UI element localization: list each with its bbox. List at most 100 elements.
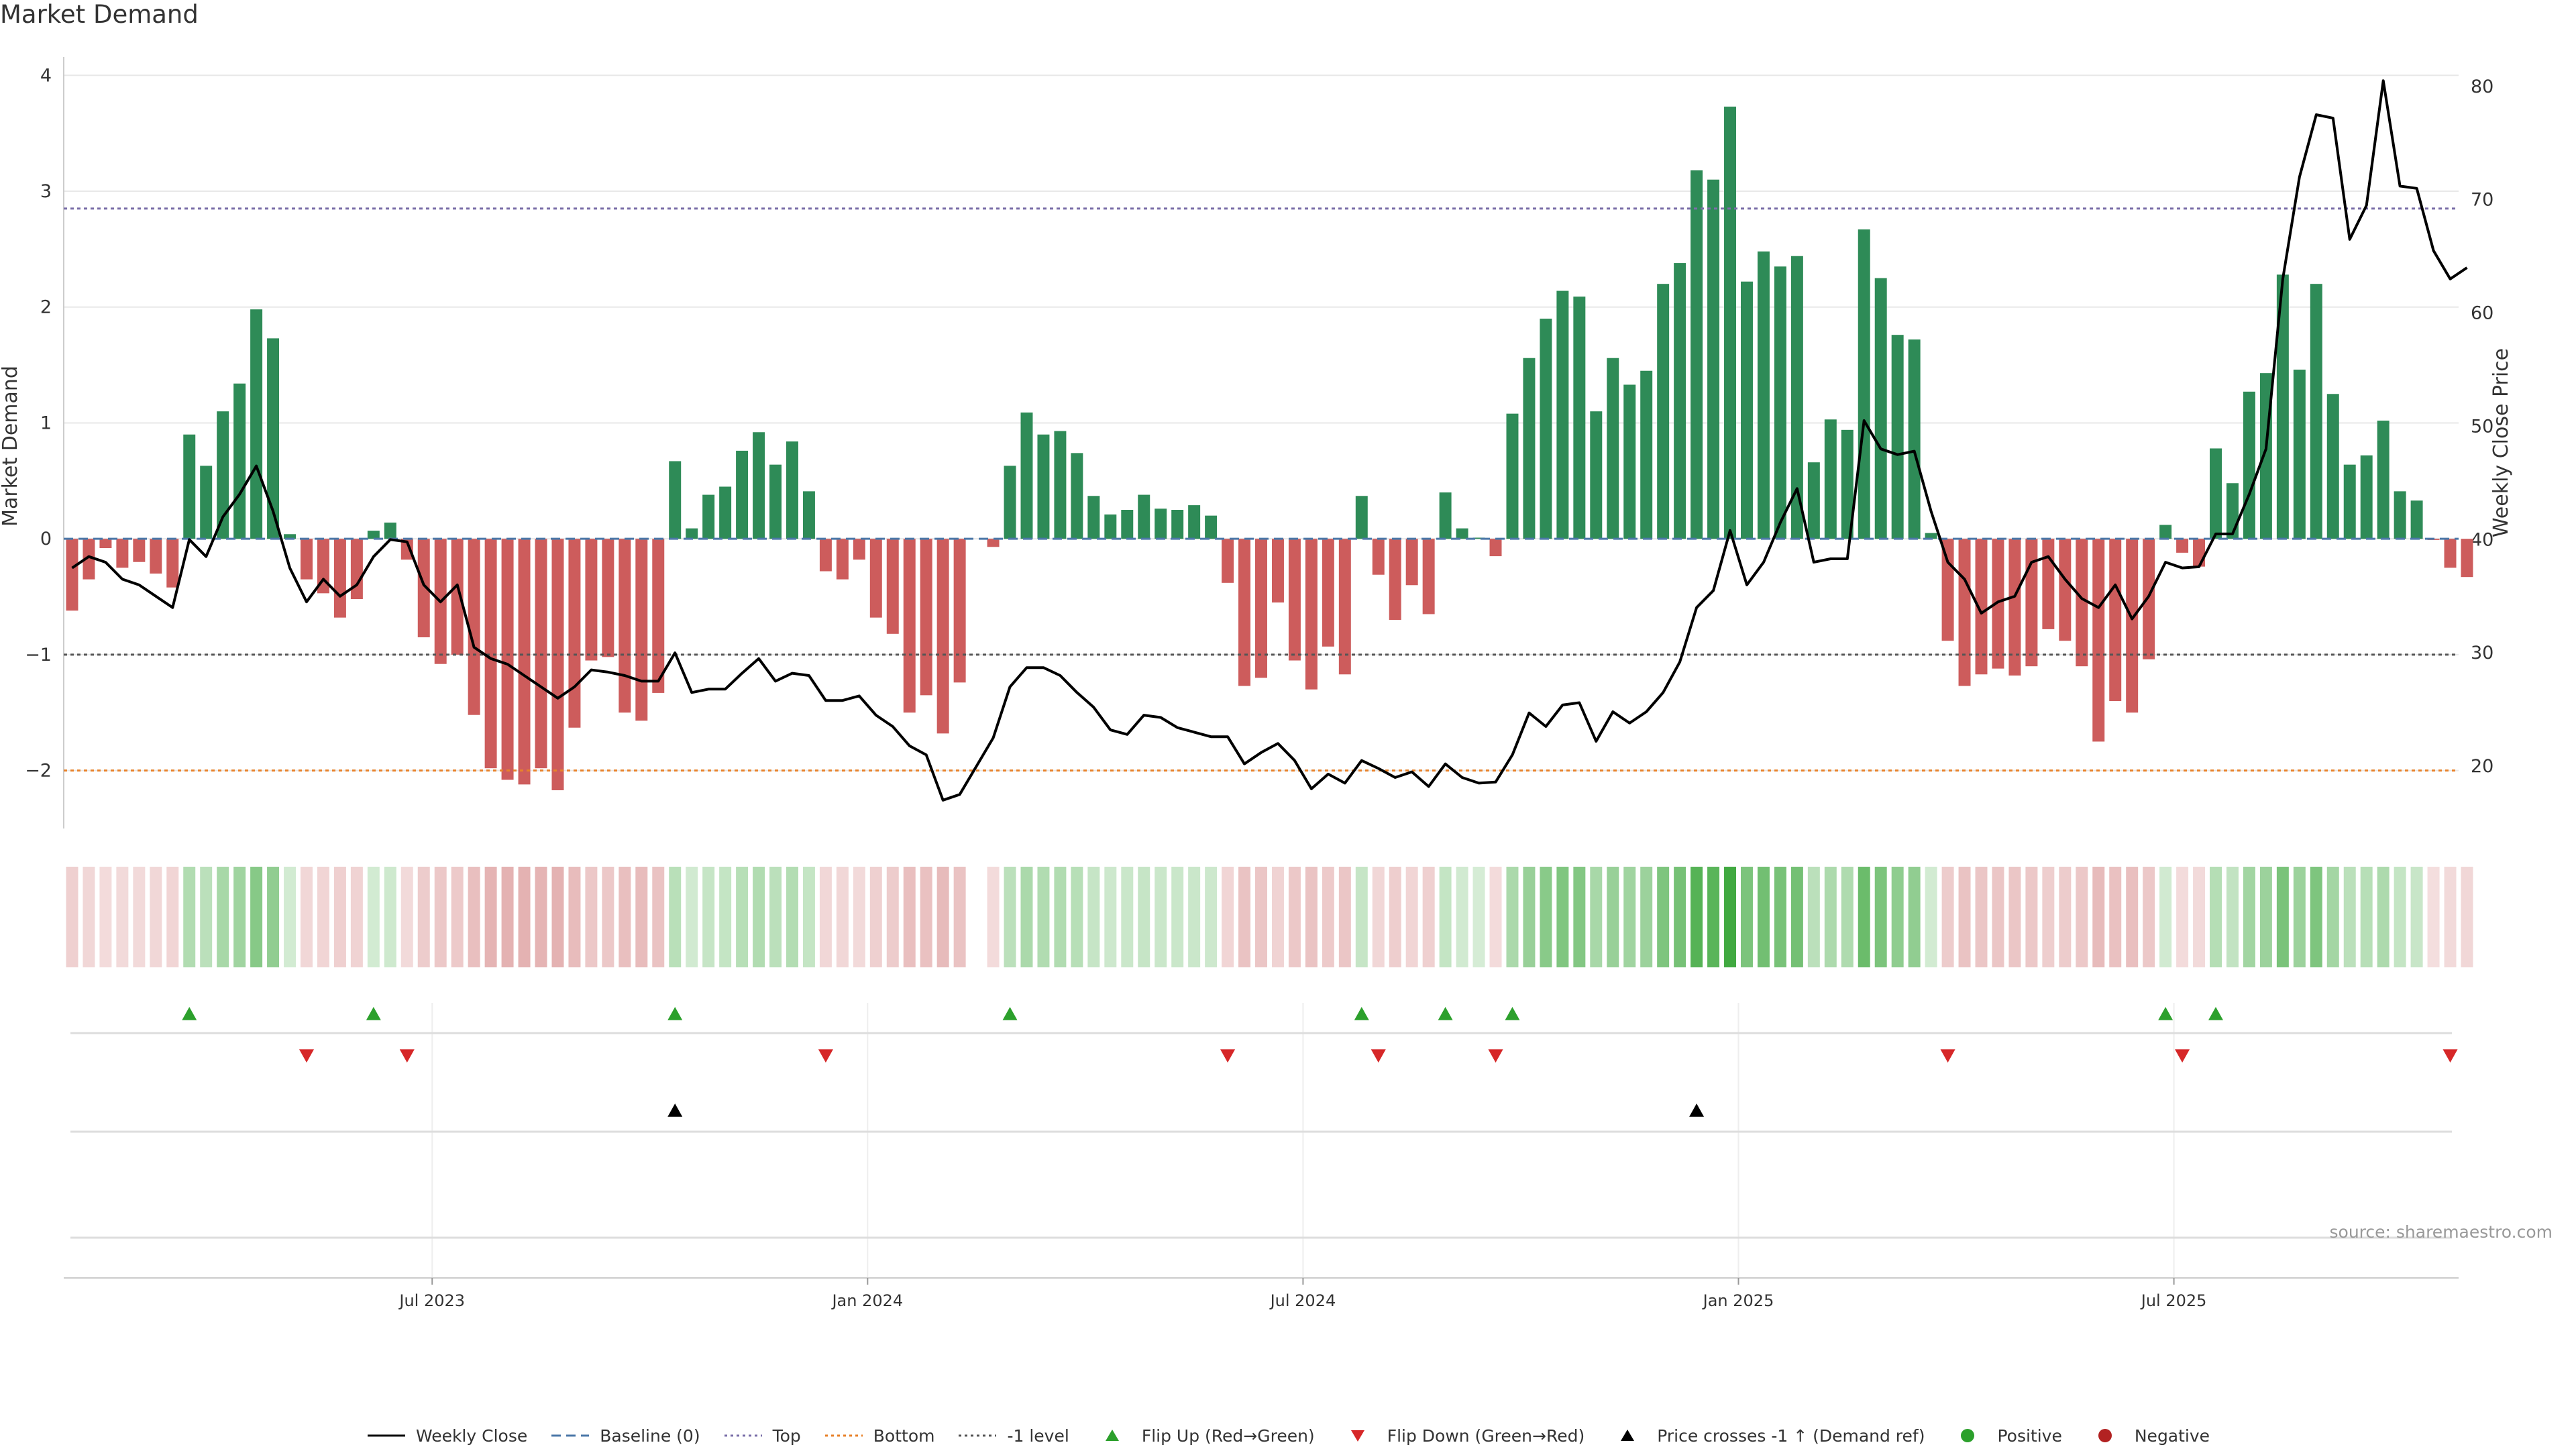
demand-bar bbox=[652, 539, 665, 693]
x-tick-label: Jul 2024 bbox=[1269, 1291, 1336, 1310]
heat-cell bbox=[1087, 867, 1100, 967]
demand-bar bbox=[1958, 539, 1971, 686]
heat-cell bbox=[1104, 867, 1117, 967]
heat-cell bbox=[2259, 867, 2272, 967]
heat-cell bbox=[1389, 867, 1401, 967]
y2-tick-label: 60 bbox=[2471, 303, 2493, 324]
heat-cell bbox=[1338, 867, 1351, 967]
heat-cell bbox=[284, 867, 297, 967]
demand-bar bbox=[83, 539, 95, 580]
heat-cell bbox=[853, 867, 865, 967]
legend-symbol-icon bbox=[723, 1428, 763, 1444]
demand-bar bbox=[886, 539, 899, 634]
legend-symbol-icon bbox=[1947, 1428, 1988, 1444]
demand-bar bbox=[1456, 528, 1468, 539]
demand-bar bbox=[317, 539, 329, 594]
heat-cell bbox=[1891, 867, 1904, 967]
demand-bar bbox=[400, 539, 413, 560]
heat-cell bbox=[2276, 867, 2289, 967]
heat-cell bbox=[83, 867, 95, 967]
heat-cell bbox=[350, 867, 363, 967]
demand-bar bbox=[1891, 335, 1904, 539]
heat-cell bbox=[953, 867, 966, 967]
y2-tick-label: 30 bbox=[2471, 643, 2493, 663]
heat-cell bbox=[1523, 867, 1536, 967]
demand-bar bbox=[2176, 539, 2189, 553]
legend-label: Flip Up (Red→Green) bbox=[1141, 1426, 1315, 1446]
heat-cell bbox=[1305, 867, 1318, 967]
heat-cell bbox=[133, 867, 146, 967]
heat-cell bbox=[2377, 867, 2390, 967]
demand-bar bbox=[836, 539, 849, 580]
weekly-close-line bbox=[71, 79, 2468, 802]
heat-cell bbox=[1439, 867, 1452, 967]
heat-cell bbox=[869, 867, 882, 967]
demand-bar bbox=[1657, 284, 1670, 539]
heat-cell bbox=[669, 867, 682, 967]
heat-cell bbox=[886, 867, 899, 967]
demand-bar bbox=[1674, 263, 1686, 539]
heat-cell bbox=[1556, 867, 1569, 967]
demand-bar bbox=[333, 539, 346, 618]
heat-cell bbox=[920, 867, 932, 967]
heat-cell bbox=[1841, 867, 1854, 967]
legend-symbol-icon bbox=[366, 1428, 407, 1444]
heat-cell bbox=[2059, 867, 2072, 967]
heat-cell bbox=[1054, 867, 1067, 967]
demand-bar bbox=[769, 464, 782, 539]
demand-bar bbox=[1355, 496, 1368, 539]
demand-bar bbox=[1556, 290, 1569, 539]
demand-bar bbox=[1724, 106, 1737, 539]
demand-bar bbox=[217, 411, 229, 539]
demand-bar bbox=[284, 534, 297, 539]
heat-cell bbox=[1020, 867, 1033, 967]
heat-cell bbox=[2310, 867, 2322, 967]
heat-cell bbox=[836, 867, 849, 967]
heat-cell bbox=[1724, 867, 1737, 967]
demand-bar bbox=[1322, 539, 1334, 647]
heat-cell bbox=[2461, 867, 2473, 967]
demand-bar bbox=[116, 539, 129, 568]
heat-cell bbox=[585, 867, 598, 967]
heat-cell bbox=[1288, 867, 1301, 967]
flip-up-marker bbox=[1354, 1007, 1369, 1020]
heat-cell bbox=[753, 867, 765, 967]
demand-bar bbox=[1489, 539, 1502, 557]
flip-down-marker bbox=[1220, 1049, 1236, 1063]
demand-bar bbox=[1874, 278, 1887, 539]
legend-label: Positive bbox=[1997, 1426, 2062, 1446]
flip-down-marker bbox=[1488, 1049, 1503, 1063]
heat-cell bbox=[1489, 867, 1502, 967]
heat-cell bbox=[1456, 867, 1468, 967]
demand-bar bbox=[133, 539, 146, 562]
heat-cell bbox=[702, 867, 715, 967]
demand-bar bbox=[1054, 431, 1067, 539]
legend-item: Bottom bbox=[824, 1426, 934, 1446]
demand-bar bbox=[1238, 539, 1251, 686]
demand-bar bbox=[619, 539, 631, 713]
heat-cell bbox=[1071, 867, 1083, 967]
heat-cell bbox=[200, 867, 213, 967]
demand-bar bbox=[1640, 370, 1653, 539]
demand-bar bbox=[2143, 539, 2155, 659]
heat-cell bbox=[417, 867, 430, 967]
heat-cell bbox=[551, 867, 564, 967]
legend-item: Weekly Close bbox=[366, 1426, 527, 1446]
heat-cell bbox=[652, 867, 665, 967]
demand-bar bbox=[66, 539, 78, 611]
flip-down-marker bbox=[2443, 1049, 2458, 1063]
y-tick-label: 1 bbox=[40, 413, 52, 433]
legend-item: Baseline (0) bbox=[550, 1426, 700, 1446]
demand-bar bbox=[451, 539, 464, 655]
flip-up-marker bbox=[1438, 1007, 1453, 1020]
legend-item: Price crosses -1 ↑ (Demand ref) bbox=[1607, 1426, 1925, 1446]
source-note: source: sharemaestro.com bbox=[2329, 1222, 2553, 1242]
demand-bar bbox=[1188, 505, 1201, 539]
demand-bar bbox=[2126, 539, 2139, 713]
heat-cell bbox=[384, 867, 396, 967]
heat-cell bbox=[233, 867, 246, 967]
demand-bar bbox=[2092, 539, 2105, 742]
legend-label: Flip Down (Green→Red) bbox=[1387, 1426, 1585, 1446]
y2-tick-label: 80 bbox=[2471, 76, 2493, 97]
demand-bar bbox=[1205, 515, 1218, 539]
